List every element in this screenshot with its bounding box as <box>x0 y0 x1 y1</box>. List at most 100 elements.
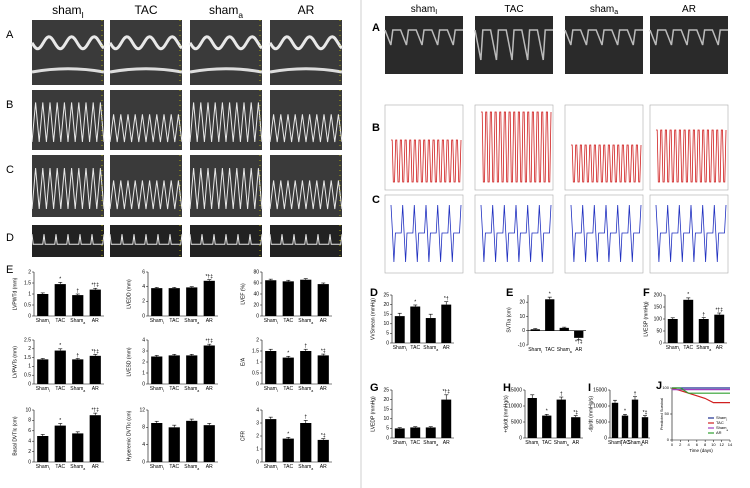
bar <box>611 402 619 438</box>
x-tick-label-sub: I <box>49 467 50 471</box>
doppler-trace <box>564 29 643 46</box>
significance-marker: † <box>702 312 705 318</box>
x-tick-label-main: Sham <box>70 464 83 470</box>
y-tick-label: 10 <box>25 407 31 413</box>
significance-marker: † <box>304 344 307 350</box>
x-tick-label: ShamI <box>525 440 539 447</box>
bar <box>89 289 101 316</box>
bar <box>282 438 294 462</box>
x-tick-label: 12 <box>719 442 724 447</box>
y-tick-label: 50 <box>665 411 670 416</box>
x-tick-label-main: Sham <box>70 386 83 392</box>
y-tick-label: 100 <box>654 316 663 322</box>
x-tick-label-main: TAC <box>283 318 293 324</box>
bar <box>698 319 709 343</box>
bar <box>203 345 215 384</box>
x-tick-label: ShamI <box>36 386 50 393</box>
x-tick-label: TAC <box>683 345 693 351</box>
bar <box>151 356 163 384</box>
bar <box>441 304 452 343</box>
panel-label: J <box>656 380 662 392</box>
legend-label-sub: I <box>726 418 727 422</box>
x-tick-label-sub: a <box>83 389 85 393</box>
x-tick-label: 6 <box>696 442 699 447</box>
y-axis-label: LVESD (mm) <box>126 347 132 376</box>
x-tick-label-sub: a <box>311 389 313 393</box>
x-tick-label-sub: I <box>406 443 407 447</box>
dpdt-trace <box>390 204 462 263</box>
x-tick-label: AR <box>572 440 579 446</box>
significance-marker: † <box>304 415 307 421</box>
x-tick-label-main: TAC <box>683 345 693 351</box>
y-tick-label: 15 <box>383 312 389 318</box>
bar <box>317 439 329 462</box>
bar <box>394 428 405 438</box>
x-tick-label: Shama <box>298 464 313 471</box>
y-axis-label: LVEDD (mm) <box>126 279 132 309</box>
bar <box>410 427 421 438</box>
y-tick-label: 4 <box>28 439 31 445</box>
echo-trace <box>269 114 343 143</box>
echo-trace <box>31 234 105 245</box>
survival-line <box>671 387 730 404</box>
x-tick-label: AR <box>320 386 327 392</box>
x-tick-label: AR <box>320 464 327 470</box>
x-tick-label-main: AR <box>716 345 723 351</box>
x-tick-label: Shama <box>696 345 711 352</box>
column-header: AR <box>682 4 696 15</box>
y-tick-label: 0.5 <box>24 373 31 379</box>
bar <box>542 415 552 438</box>
bar <box>151 423 163 462</box>
x-tick-label-sub: a <box>436 443 438 447</box>
x-tick-label-sub: I <box>163 321 164 325</box>
bar <box>714 314 725 343</box>
y-axis-label: Basal DVTIc (cm) <box>12 416 18 456</box>
y-tick-label: 20 <box>383 302 389 308</box>
x-tick-label-main: TAC <box>410 345 420 351</box>
y-tick-label: 3 <box>142 348 145 354</box>
y-tick-label: 25 <box>383 292 389 298</box>
echo-trace <box>31 168 105 210</box>
column-header-sub: I <box>435 9 437 16</box>
x-tick-label-main: Sham <box>423 345 436 351</box>
column-header: shamI <box>52 3 84 20</box>
y-tick-label: 1 <box>28 364 31 370</box>
significance-marker: *†‡ <box>91 407 99 413</box>
y-tick-label: 0 <box>604 435 607 441</box>
y-axis-label: LVESP (mmHg) <box>643 301 649 336</box>
x-tick-label-main: AR <box>92 318 99 324</box>
x-tick-label-main: Sham <box>298 386 311 392</box>
echo-trace <box>269 234 343 245</box>
bar <box>631 399 639 438</box>
x-tick-label: 2 <box>679 442 682 447</box>
x-tick-label-main: AR <box>642 440 649 446</box>
y-axis-label: Predicted Survival <box>659 398 664 430</box>
panel-label: A <box>372 22 380 34</box>
x-tick-label-main: TAC <box>55 386 65 392</box>
x-tick-label-main: Sham <box>150 318 163 324</box>
y-axis-label: +dp/dt (mmHg/s) <box>503 395 509 433</box>
x-tick-label: 0 <box>671 442 674 447</box>
x-tick-label-sub: I <box>277 389 278 393</box>
x-tick-label: AR <box>92 386 99 392</box>
x-tick-label-main: AR <box>320 318 327 324</box>
x-tick-label: Shama <box>70 464 85 471</box>
panel-label: A <box>6 29 14 41</box>
x-tick-label: AR <box>92 318 99 324</box>
bar <box>186 287 198 316</box>
significance-marker: * <box>287 351 289 357</box>
x-tick-label: 8 <box>704 442 707 447</box>
echo-image <box>190 225 262 257</box>
x-tick-label-main: TAC <box>283 386 293 392</box>
x-tick-label: 4 <box>687 442 690 447</box>
y-axis-label: LVEDP (mmHg) <box>370 396 376 432</box>
x-tick-label-main: Sham <box>393 345 406 351</box>
column-header-sub: a <box>614 9 618 16</box>
x-tick-label-main: Sham <box>423 440 436 446</box>
panel-label: D <box>6 232 14 244</box>
y-tick-label: 8 <box>142 425 145 431</box>
doppler-image <box>385 16 463 74</box>
x-tick-label: TAC <box>545 347 555 353</box>
significance-marker: * <box>546 409 548 415</box>
y-tick-label: 5 <box>386 426 389 432</box>
